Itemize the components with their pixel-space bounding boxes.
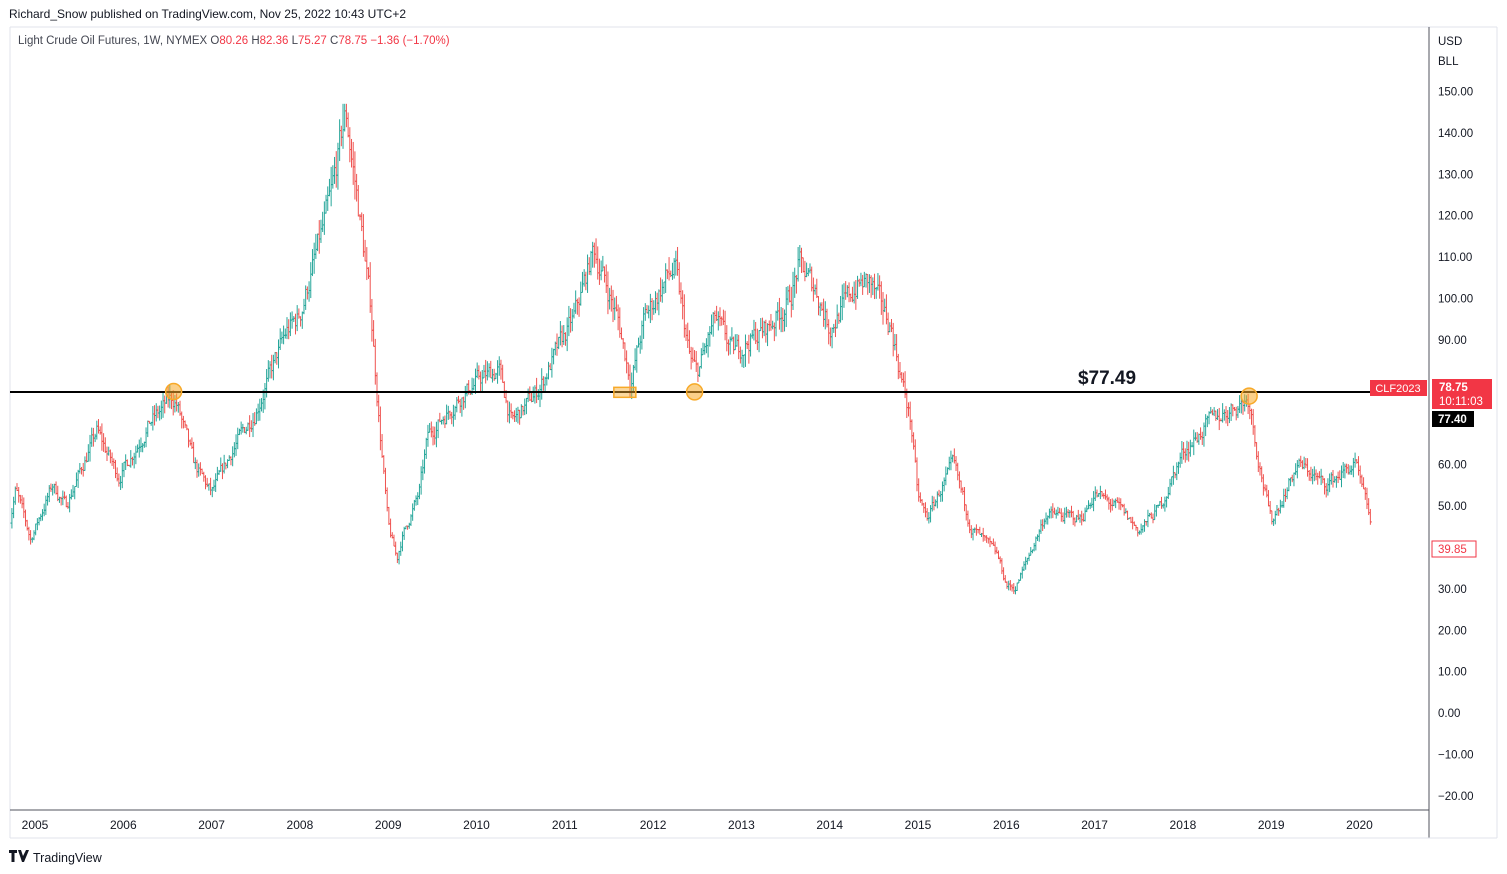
- x-tick-label: 2007: [198, 818, 225, 832]
- x-tick-label: 2014: [816, 818, 843, 832]
- ticker-badge-bg: [1370, 380, 1427, 396]
- touch-marker-rect[interactable]: [613, 386, 637, 399]
- time-axis-ticks[interactable]: 2005 2006 2007 2008 2009 2010 2011 2012 2013 2014…: [22, 818, 1374, 832]
- symbol-name: Light Crude Oil Futures, 1W, NYMEX: [18, 35, 208, 47]
- x-tick-label: 2005: [22, 818, 49, 832]
- x-tick-label: 2019: [1258, 818, 1285, 832]
- y-tick-label: 140.00: [1438, 128, 1473, 140]
- y-tick-label: 110.00: [1438, 252, 1472, 264]
- x-tick-label: 2011: [552, 818, 578, 832]
- y-tick-label: 20.00: [1438, 625, 1467, 637]
- price-bars: [10, 103, 1372, 595]
- y-tick-label: 50.00: [1438, 501, 1467, 513]
- touch-marker-circle[interactable]: [164, 382, 183, 401]
- low-value: 75.27: [298, 35, 327, 47]
- publisher-info: Richard_Snow published on TradingView.co…: [9, 7, 407, 21]
- open-value: 80.26: [219, 35, 249, 47]
- last-price-badge-bg: [1432, 379, 1492, 409]
- ticker-badge: CLF2023: [1375, 383, 1420, 395]
- x-tick-label: 2015: [905, 818, 932, 832]
- y-tick-label: 150.00: [1438, 86, 1473, 98]
- x-tick-label: 2008: [287, 818, 314, 832]
- x-tick-label: 2017: [1081, 818, 1108, 832]
- last-price-badge: 78.75: [1439, 382, 1468, 394]
- low-label: L: [291, 35, 299, 47]
- y-tick-label: 30.00: [1438, 584, 1467, 596]
- y-tick-label: 0.00: [1438, 708, 1460, 720]
- y-tick-label: −10.00: [1438, 750, 1474, 762]
- y-tick-label: 90.00: [1438, 335, 1467, 347]
- change-value: −1.36 (−1.70%): [370, 35, 450, 47]
- countdown-badge: 10:11:03: [1439, 396, 1483, 408]
- footer[interactable]: TradingView: [9, 850, 102, 865]
- x-tick-label: 2018: [1170, 818, 1197, 832]
- plot-area[interactable]: [10, 27, 1429, 810]
- line-price-badge-bg: [1432, 411, 1474, 427]
- ohlc-bar: [1368, 508, 1372, 525]
- touch-marker-circle[interactable]: [685, 383, 704, 401]
- touch-markers[interactable]: [164, 382, 1258, 405]
- x-tick-label: 2020: [1346, 818, 1373, 832]
- symbol-legend[interactable]: Light Crude Oil Futures, 1W, NYMEX O80.2…: [18, 35, 450, 47]
- high-value: 82.36: [259, 35, 289, 47]
- x-tick-label: 2010: [463, 818, 490, 832]
- tradingview-logo-icon[interactable]: [9, 850, 29, 865]
- high-label: H: [251, 35, 260, 47]
- y-tick-label: −20.00: [1438, 791, 1474, 803]
- current-price-badge-bg: [1431, 540, 1477, 558]
- footer-brand[interactable]: TradingView: [33, 850, 102, 865]
- y-tick-label: 120.00: [1438, 211, 1473, 223]
- x-tick-label: 2012: [640, 818, 667, 832]
- open-label: O: [210, 35, 220, 47]
- y-tick-label: 10.00: [1438, 667, 1467, 679]
- x-tick-label: 2009: [375, 818, 402, 832]
- x-tick-label: 2006: [110, 818, 137, 832]
- price-axis-ticks[interactable]: 150.00 140.00 130.00 120.00 110.00 100.00 90.0…: [1438, 86, 1474, 803]
- current-price-badge: 39.85: [1438, 544, 1467, 556]
- close-label: C: [330, 35, 339, 47]
- close-value: 78.75: [338, 35, 368, 47]
- annotation-label[interactable]: $77.49: [1078, 368, 1136, 389]
- y-tick-label: 100.00: [1438, 294, 1473, 306]
- axis-currency: USD: [1438, 36, 1462, 48]
- y-tick-label: 60.00: [1438, 459, 1467, 471]
- axis-unit: BLL: [1438, 56, 1459, 68]
- x-tick-label: 2016: [993, 818, 1020, 832]
- line-price-badge: 77.40: [1438, 414, 1467, 426]
- y-tick-label: 130.00: [1438, 169, 1473, 181]
- touch-marker-circle[interactable]: [1240, 387, 1258, 405]
- x-tick-label: 2013: [728, 818, 755, 832]
